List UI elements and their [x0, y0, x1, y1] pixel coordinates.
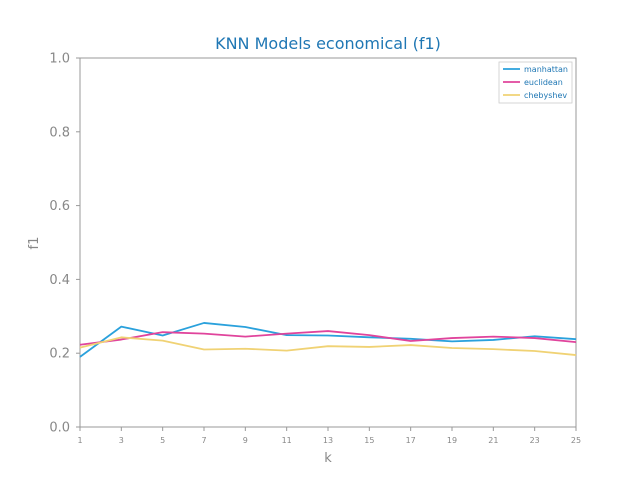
legend-label-manhattan: manhattan: [524, 65, 568, 74]
x-tick-label: 19: [447, 436, 457, 445]
x-tick-label: 17: [406, 436, 416, 445]
chart-title: KNN Models economical (f1): [215, 34, 441, 53]
plot-area: [79, 57, 577, 428]
x-tick-label: 13: [323, 436, 333, 445]
x-tick-label: 5: [160, 436, 165, 445]
y-tick-label: 0.0: [49, 421, 70, 436]
x-axis: 1 3 5 7 9 11 13 15 17 19 21 23 25: [77, 427, 581, 445]
legend-label-chebyshev: chebyshev: [524, 91, 567, 100]
y-tick-label: 0.8: [49, 125, 70, 140]
x-tick-label: 7: [201, 436, 206, 445]
x-tick-label: 21: [488, 436, 498, 445]
legend-label-euclidean: euclidean: [524, 78, 563, 87]
legend: manhattan euclidean chebyshev: [498, 61, 573, 104]
y-axis: 0.0 0.2 0.4 0.6 0.8 1.0: [49, 52, 80, 436]
series-line-manhattan: [79, 322, 577, 358]
x-axis-label: k: [324, 451, 332, 466]
x-tick-label: 15: [364, 436, 374, 445]
series-line-chebyshev: [79, 336, 577, 356]
x-tick-label: 11: [282, 436, 292, 445]
series-lines: [79, 322, 577, 358]
y-tick-label: 0.6: [49, 199, 70, 214]
x-tick-label: 9: [243, 436, 248, 445]
y-tick-label: 0.4: [49, 273, 70, 288]
x-tick-label: 23: [530, 436, 540, 445]
series-line-euclidean: [79, 330, 577, 346]
x-tick-label: 3: [119, 436, 124, 445]
x-tick-label: 1: [77, 436, 82, 445]
x-tick-label: 25: [571, 436, 581, 445]
y-tick-label: 0.2: [49, 347, 70, 362]
y-tick-label: 1.0: [49, 52, 70, 67]
y-axis-label: f1: [27, 237, 42, 250]
